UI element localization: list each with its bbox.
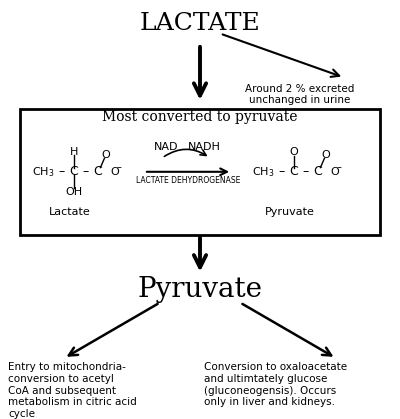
Text: C: C bbox=[94, 165, 102, 178]
Text: O: O bbox=[102, 150, 110, 160]
Text: –: – bbox=[59, 165, 65, 178]
Text: Pyruvate: Pyruvate bbox=[265, 207, 315, 217]
Text: O: O bbox=[322, 150, 330, 160]
Text: C: C bbox=[290, 165, 298, 178]
Text: CH$_3$: CH$_3$ bbox=[32, 165, 54, 178]
Text: H: H bbox=[70, 147, 78, 157]
Text: C: C bbox=[314, 165, 322, 178]
Text: NAD: NAD bbox=[154, 142, 178, 152]
Text: Lactate: Lactate bbox=[49, 207, 91, 217]
Text: OH: OH bbox=[66, 187, 82, 197]
Text: Entry to mitochondria-
conversion to acetyl
CoA and subsequent
metabolism in cit: Entry to mitochondria- conversion to ace… bbox=[8, 362, 137, 419]
Text: –: – bbox=[279, 165, 285, 178]
Text: Most converted to pyruvate: Most converted to pyruvate bbox=[102, 110, 298, 124]
Text: CH$_3$: CH$_3$ bbox=[252, 165, 274, 178]
Text: NADH: NADH bbox=[188, 142, 220, 152]
Text: Around 2 % excreted
unchanged in urine: Around 2 % excreted unchanged in urine bbox=[245, 84, 355, 106]
Text: O: O bbox=[110, 167, 119, 177]
Text: –: – bbox=[303, 165, 309, 178]
Text: –: – bbox=[83, 165, 89, 178]
Text: LACTATE: LACTATE bbox=[140, 12, 260, 34]
Text: –: – bbox=[116, 162, 121, 172]
Text: C: C bbox=[70, 165, 78, 178]
Text: –: – bbox=[336, 162, 341, 172]
Text: O: O bbox=[330, 167, 339, 177]
Text: O: O bbox=[290, 147, 298, 157]
Text: Conversion to oxaloacetate
and ultimtately glucose
(gluconeogensis). Occurs
only: Conversion to oxaloacetate and ultimtate… bbox=[204, 362, 347, 407]
Text: LACTATE DEHYDROGENASE: LACTATE DEHYDROGENASE bbox=[136, 176, 240, 185]
Text: Pyruvate: Pyruvate bbox=[138, 276, 262, 303]
Bar bbox=[20, 109, 380, 235]
